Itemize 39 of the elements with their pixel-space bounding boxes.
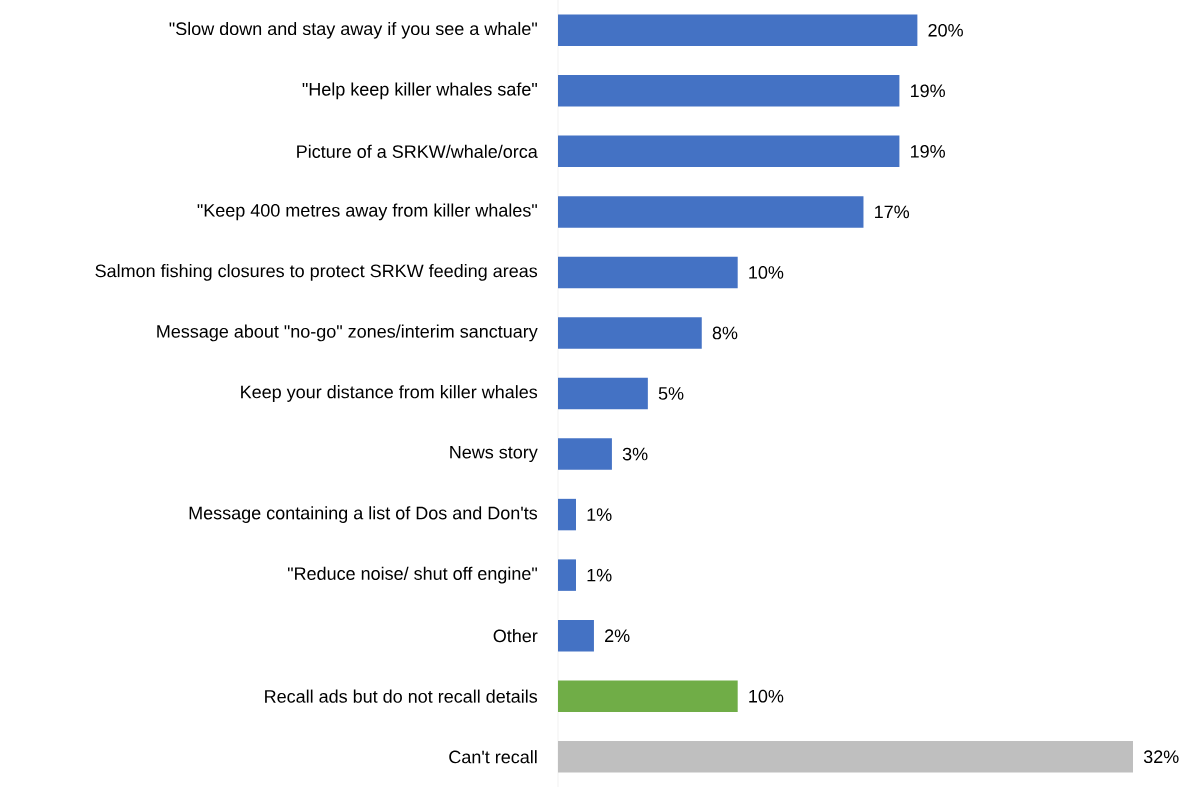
y-tick-label: Picture of a SRKW/whale/orca — [297, 144, 538, 158]
bar — [558, 498, 576, 531]
data-label: 1% — [587, 568, 612, 582]
y-tick-label: "Slow down and stay away if you see a whale" — [169, 21, 537, 39]
y-tick-label: Recall ads but do not recall details — [265, 689, 538, 703]
bar — [558, 196, 864, 228]
data-label: 2% — [605, 629, 630, 642]
y-tick-label: "Reduce noise/ shut off engine" — [287, 566, 537, 584]
y-tick-label: Can't recall — [449, 750, 537, 764]
data-label: 19% — [910, 144, 945, 158]
data-label: 10% — [749, 266, 784, 279]
bar — [558, 256, 738, 289]
data-label: 3% — [622, 447, 648, 461]
bar — [558, 135, 900, 168]
bar — [558, 741, 1134, 773]
bar — [558, 619, 594, 652]
bar — [558, 680, 738, 712]
bar — [558, 559, 576, 591]
data-label: 1% — [587, 508, 612, 521]
data-label: 8% — [712, 326, 738, 340]
y-tick-label: Message containing a list of Dos and Don'ts — [189, 506, 538, 523]
bar — [558, 317, 702, 349]
y-tick-label: Salmon fishing closures to protect SRKW feeding areas — [95, 264, 538, 281]
data-label: 10% — [749, 689, 784, 703]
y-tick-label: "Keep 400 metres away from killer whales" — [197, 203, 537, 221]
y-tick-label: Other — [493, 629, 538, 643]
bar — [558, 377, 648, 410]
data-label: 32% — [1143, 750, 1179, 764]
data-label: 19% — [910, 84, 945, 98]
y-tick-label: News story — [450, 445, 538, 463]
y-tick-label: Keep your distance from killer whales — [241, 385, 538, 402]
data-label: 5% — [658, 387, 684, 400]
y-tick-label: "Help keep killer whales safe" — [302, 82, 537, 100]
y-tick-label: Message about "no-go" zones/interim sanctuary — [157, 324, 538, 342]
bar — [558, 438, 612, 470]
bar — [558, 75, 900, 107]
data-label: 17% — [875, 205, 910, 219]
data-label: 20% — [928, 23, 963, 37]
bar — [558, 14, 918, 47]
